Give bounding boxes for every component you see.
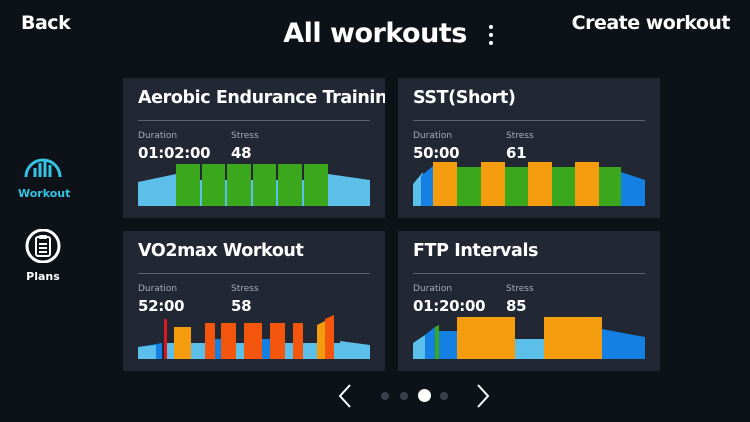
sidebar-item-label: Plans: [26, 270, 60, 283]
divider: [413, 120, 645, 121]
stress-value: 48: [231, 144, 252, 162]
clipboard-icon: [25, 228, 61, 264]
sidebar-item-label: Workout: [18, 187, 71, 200]
workout-title: VO2max Workout: [138, 241, 304, 261]
duration-value: 52:00: [138, 297, 185, 315]
workout-profile-graph: [138, 315, 370, 359]
duration-label: Duration: [138, 284, 178, 294]
back-button[interactable]: Back: [21, 12, 71, 34]
pagination: [0, 383, 750, 409]
workout-card-sst-short[interactable]: SST(Short) Duration Stress 50:00 61: [398, 78, 660, 218]
duration-label: Duration: [138, 131, 178, 141]
sidebar-item-workout[interactable]: Workout: [18, 146, 71, 200]
duration-value: 50:00: [413, 144, 460, 162]
divider: [138, 120, 370, 121]
workout-title: SST(Short): [413, 88, 516, 108]
workout-card-ftp-intervals[interactable]: FTP Intervals Duration Stress 01:20:00 8…: [398, 231, 660, 371]
page-title-bar: All workouts: [0, 18, 750, 49]
duration-value: 01:20:00: [413, 297, 486, 315]
more-options-icon[interactable]: [485, 24, 497, 46]
workout-profile-graph: [138, 164, 370, 206]
page-dot-active[interactable]: [418, 389, 431, 402]
duration-label: Duration: [413, 131, 453, 141]
chevron-right-icon[interactable]: [476, 383, 490, 409]
stress-value: 85: [506, 297, 527, 315]
workout-title: FTP Intervals: [413, 241, 539, 261]
page-dot[interactable]: [400, 392, 408, 400]
chevron-left-icon[interactable]: [338, 383, 352, 409]
workout-title: Aerobic Endurance Training: [138, 88, 385, 108]
page-dot[interactable]: [440, 392, 448, 400]
workout-profile-graph: [413, 162, 645, 206]
stress-label: Stress: [506, 284, 534, 294]
stress-label: Stress: [231, 284, 259, 294]
stress-value: 58: [231, 297, 252, 315]
duration-label: Duration: [413, 284, 453, 294]
create-workout-button[interactable]: Create workout: [571, 12, 731, 34]
sidebar-item-plans[interactable]: Plans: [18, 228, 68, 283]
divider: [138, 273, 370, 274]
stress-value: 61: [506, 144, 527, 162]
workout-card-vo2max[interactable]: VO2max Workout Duration Stress 52:00 58: [123, 231, 385, 371]
gauge-icon: [24, 158, 62, 178]
workout-card-aerobic[interactable]: Aerobic Endurance Training Duration Stre…: [123, 78, 385, 218]
page-title: All workouts: [283, 18, 467, 49]
divider: [413, 273, 645, 274]
duration-value: 01:02:00: [138, 144, 211, 162]
page-dot[interactable]: [381, 392, 389, 400]
workout-profile-graph: [413, 317, 645, 359]
stress-label: Stress: [231, 131, 259, 141]
stress-label: Stress: [506, 131, 534, 141]
